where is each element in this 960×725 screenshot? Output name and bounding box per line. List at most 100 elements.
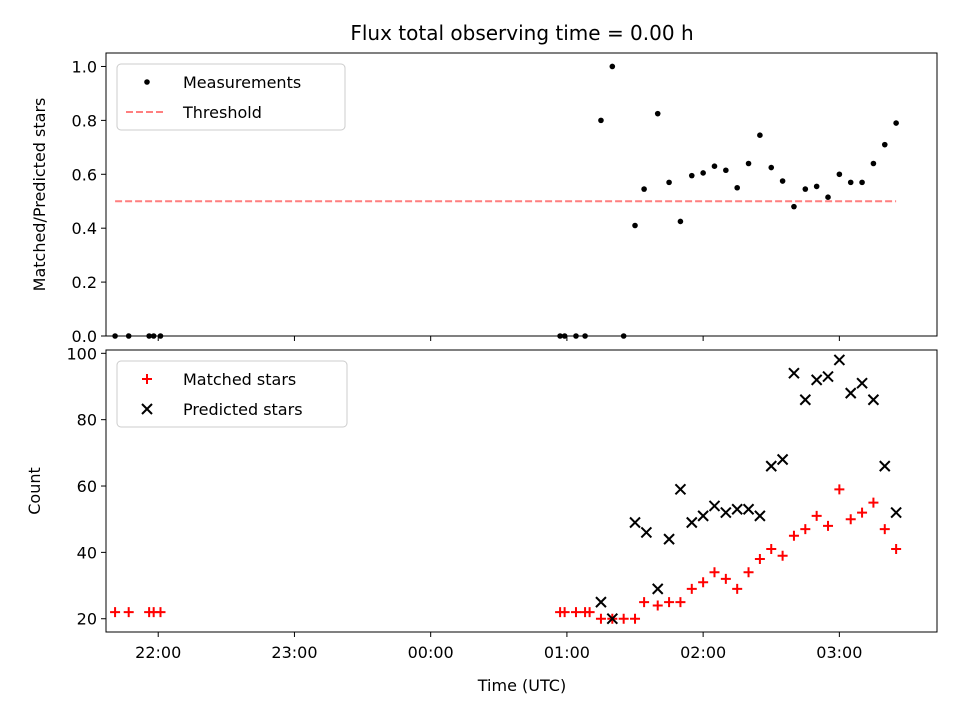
series-measurements: [112, 63, 899, 339]
data-point: [561, 333, 568, 339]
data-point: [857, 507, 868, 518]
y-tick-label: 1.0: [72, 57, 97, 76]
x-axis-label: Time (UTC): [477, 676, 566, 695]
data-point: [146, 333, 152, 339]
data-point: [688, 172, 695, 179]
data-point: [559, 607, 570, 618]
legend-box: [116, 63, 346, 131]
data-point: [723, 167, 729, 174]
data-point: [112, 333, 118, 339]
data-point: [150, 333, 157, 339]
data-point: [811, 510, 822, 521]
data-point: [791, 203, 797, 210]
legend-label: Predicted stars: [183, 400, 303, 419]
data-point: [709, 567, 720, 578]
y-tick-label: 40: [77, 543, 97, 562]
axes-frame: [105, 52, 938, 337]
data-point: [629, 516, 641, 529]
data-point: [582, 333, 588, 339]
data-point: [654, 110, 661, 117]
data-point: [110, 607, 121, 618]
data-point: [745, 160, 752, 167]
data-point: [557, 333, 563, 339]
data-point: [845, 387, 857, 399]
data-point: [731, 503, 743, 515]
x-tick-label: 23:00: [271, 643, 317, 662]
data-point: [632, 222, 638, 229]
data-point: [570, 607, 581, 618]
y-tick-label: 80: [77, 411, 97, 430]
data-point: [766, 544, 777, 555]
data-point: [641, 186, 647, 192]
data-point: [573, 333, 579, 339]
data-point: [598, 117, 604, 124]
data-point: [674, 483, 687, 496]
data-point: [856, 377, 868, 389]
data-point: [788, 530, 799, 541]
data-point: [640, 526, 653, 539]
x-tick-label: 02:00: [680, 643, 726, 662]
data-point: [802, 186, 809, 192]
data-point: [666, 179, 672, 186]
data-point: [881, 141, 888, 148]
data-point: [868, 497, 879, 508]
data-point: [836, 171, 843, 178]
y-tick-label: 0.0: [72, 327, 97, 346]
legend-label: Matched stars: [183, 370, 296, 389]
y-tick-label: 60: [77, 477, 97, 496]
data-point: [822, 370, 834, 383]
data-point: [879, 524, 890, 535]
data-point: [867, 394, 880, 406]
data-point: [776, 453, 789, 466]
data-point: [595, 596, 607, 608]
data-point: [754, 554, 765, 565]
data-point: [768, 164, 775, 171]
y-tick-label: 0.4: [72, 219, 97, 238]
data-point: [711, 163, 718, 169]
bottom-panel: 22:00 23:00 00:00 01:00 02:00 03:00 20 40 60 80 10…: [25, 344, 938, 662]
data-point: [870, 160, 877, 167]
data-point: [720, 573, 731, 584]
data-point: [618, 613, 629, 624]
legend-swatch: [142, 374, 152, 384]
y-tick-label: 0.6: [72, 165, 97, 184]
series-matched-stars: [110, 484, 902, 624]
chart-title: Flux total observing time = 0.00 h: [350, 21, 693, 45]
data-point: [813, 183, 820, 190]
data-point: [799, 394, 812, 406]
data-point: [620, 333, 627, 339]
data-point: [155, 607, 166, 618]
x-tick-label: 00:00: [408, 643, 454, 662]
data-point: [890, 506, 902, 519]
x-tick-label: 22:00: [135, 643, 181, 662]
legend-label: Threshold: [182, 103, 262, 122]
data-point: [734, 184, 740, 191]
data-point: [834, 484, 845, 495]
data-point: [677, 218, 684, 225]
data-point: [652, 583, 664, 595]
legend-swatch: [144, 79, 150, 85]
legend-label: Measurements: [183, 73, 301, 92]
data-point: [720, 506, 732, 519]
data-point: [606, 613, 619, 625]
y-tick-label: 0.2: [72, 273, 97, 292]
data-point: [859, 179, 865, 186]
y-axis-label: Count: [25, 467, 44, 515]
data-point: [847, 179, 854, 186]
data-point: [825, 194, 831, 200]
data-point: [698, 577, 709, 588]
data-point: [777, 550, 788, 561]
data-point: [800, 524, 811, 535]
data-point: [584, 607, 595, 618]
y-tick-label: 0.8: [72, 111, 97, 130]
data-point: [595, 613, 606, 624]
y-tick-label: 100: [66, 344, 97, 363]
data-point: [630, 613, 641, 624]
data-point: [732, 583, 743, 594]
legend: Measurements Threshold: [116, 63, 346, 131]
data-point: [765, 460, 777, 472]
data-point: [652, 600, 663, 611]
data-point: [879, 460, 891, 472]
data-point: [757, 132, 763, 139]
